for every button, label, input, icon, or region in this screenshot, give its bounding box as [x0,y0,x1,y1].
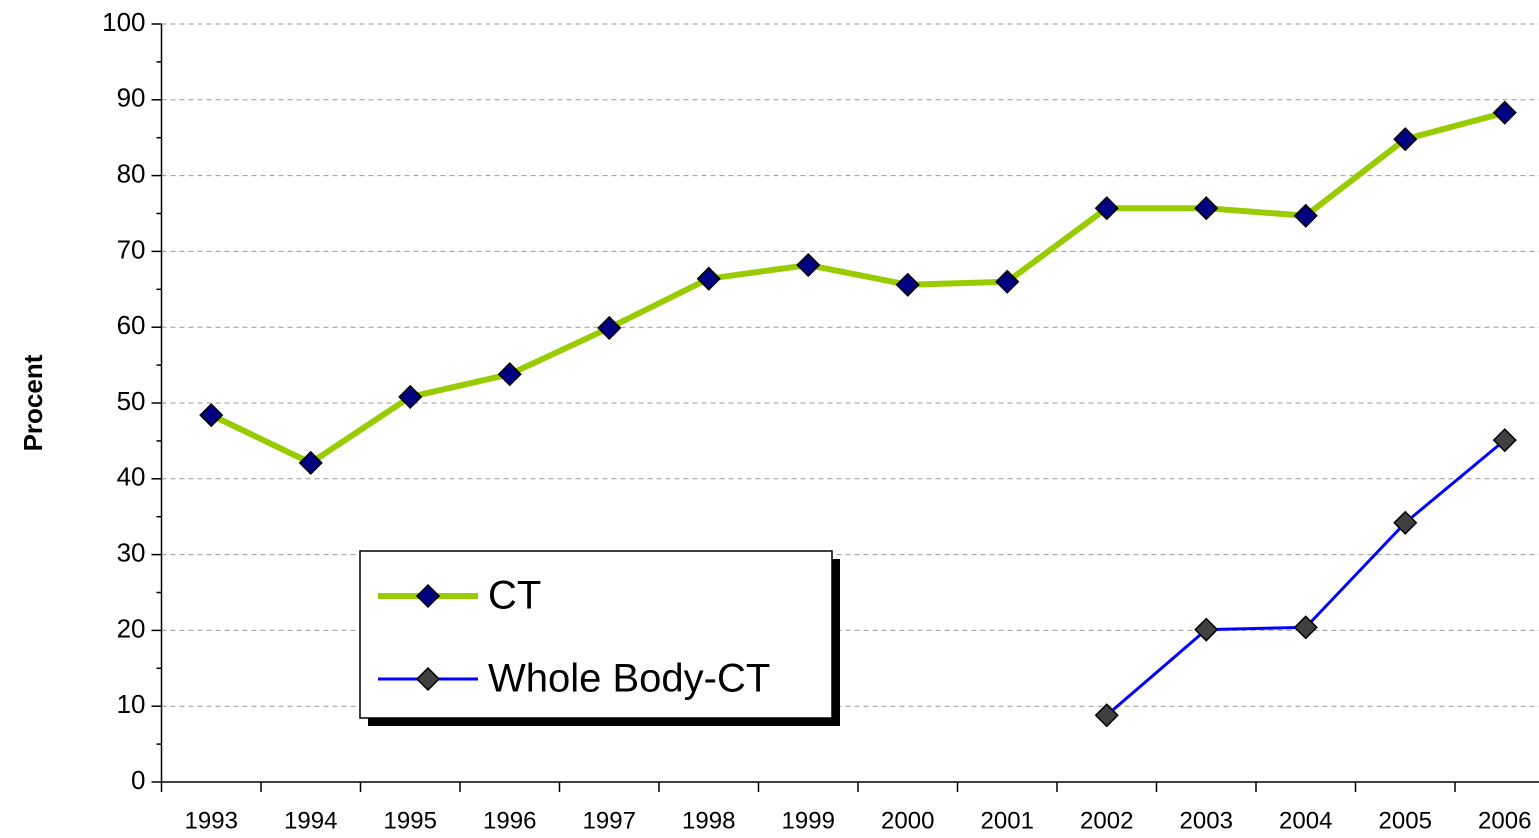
data-point [1194,617,1219,642]
legend-label: CT [488,574,541,618]
x-tick-label: 1998 [682,807,735,834]
data-point [298,450,323,475]
x-tick-label: 1993 [185,807,238,834]
y-tick-label: 10 [117,689,146,719]
legend-label: Whole Body-CT [488,657,770,701]
series-line [209,109,1506,466]
legend-marker [415,583,441,609]
x-tick-label: 1995 [384,807,437,834]
y-tick-label: 70 [117,234,146,264]
x-tick-label: 2005 [1379,807,1432,834]
y-tick-label: 100 [102,7,145,37]
data-point [398,384,423,409]
x-tick-label: 2000 [881,807,934,834]
data-point [1492,100,1517,125]
data-point [1194,196,1219,221]
legend [359,550,833,719]
y-tick-label: 0 [131,765,145,795]
data-point [199,403,224,428]
x-tick-label: 2003 [1180,807,1233,834]
x-tick-label: 1999 [782,807,835,834]
y-tick-label: 20 [117,613,146,643]
data-point [1094,703,1119,728]
data-point [1492,428,1517,453]
data-point [696,266,721,291]
y-tick-label: 90 [117,83,146,113]
x-tick-label: 1994 [284,807,337,834]
y-tick-label: 80 [117,158,146,188]
y-axis-label: Procent [18,354,48,451]
data-point [995,269,1020,294]
series-line [1105,438,1506,717]
y-tick-label: 40 [117,462,146,492]
data-point [1293,615,1318,640]
legend-marker [415,666,441,692]
x-tick-label: 2006 [1478,807,1531,834]
data-point [1094,196,1119,221]
x-tick-label: 1997 [583,807,636,834]
x-tick-label: 2002 [1080,807,1133,834]
y-tick-label: 60 [117,310,146,340]
data-point [597,315,622,341]
x-tick-label: 2004 [1279,807,1332,834]
data-point [1393,127,1418,152]
y-tick-label: 30 [117,537,146,567]
data-point [895,272,920,297]
data-point [1293,203,1318,228]
x-tick-label: 2001 [981,807,1034,834]
y-tick-label: 50 [117,386,146,416]
x-tick-label: 1996 [483,807,536,834]
data-point [796,252,821,278]
data-point [1393,510,1418,535]
data-point [497,362,522,387]
